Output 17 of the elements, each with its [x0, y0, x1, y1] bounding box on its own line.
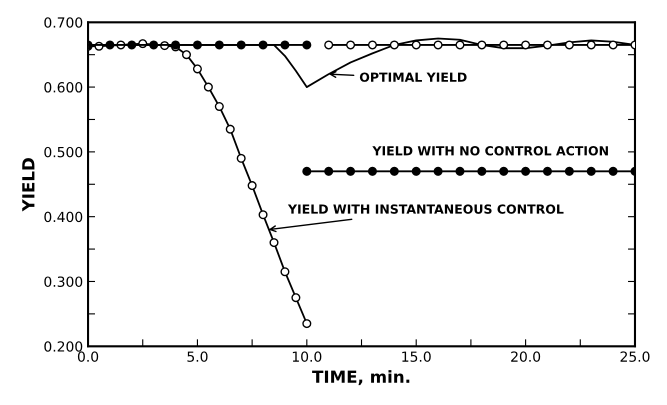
y-tick-label: 0.200	[44, 341, 82, 352]
x-tick-label: 20.0	[511, 351, 540, 362]
y-axis-title: YIELD	[22, 158, 34, 212]
x-tick-label: 5.0	[187, 351, 208, 362]
y-tick-label: 0.300	[44, 276, 82, 287]
x-axis-title: TIME, min.	[312, 370, 410, 386]
y-tick-label: 0.400	[44, 212, 82, 222]
x-tick-label: 25.0	[620, 351, 650, 362]
x-tick-label: 0.0	[78, 351, 98, 362]
annotation: YIELD WITH NO CONTROL ACTION	[372, 146, 608, 156]
y-tick-label: 0.500	[44, 146, 82, 158]
x-tick-label: 15.0	[402, 351, 431, 362]
x-tick-label: 10.0	[292, 351, 322, 362]
annotation: YIELD WITH INSTANTANEOUS CONTROL	[288, 204, 564, 214]
y-tick-label: 0.600	[44, 82, 82, 93]
annotation: OPTIMAL YIELD	[360, 72, 467, 82]
y-tick-label: 0.700	[44, 17, 82, 28]
